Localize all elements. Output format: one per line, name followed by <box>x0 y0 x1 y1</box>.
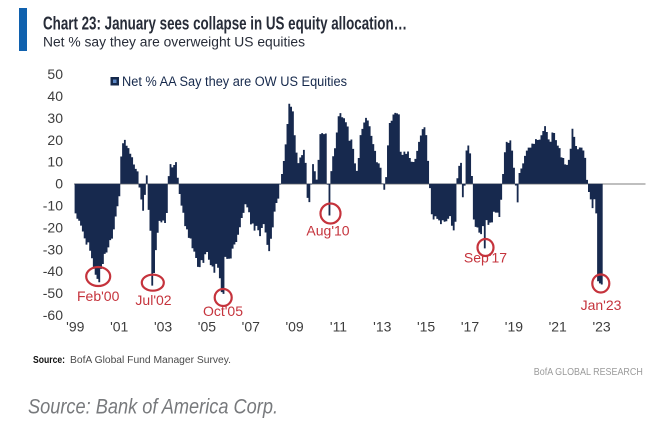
svg-text:BofA GLOBAL RESEARCH: BofA GLOBAL RESEARCH <box>534 366 643 378</box>
svg-text:'01: '01 <box>110 319 128 335</box>
svg-text:Jul'02: Jul'02 <box>135 292 171 308</box>
svg-text:Oct'05: Oct'05 <box>203 303 243 319</box>
svg-text:0: 0 <box>55 176 63 192</box>
svg-text:-10: -10 <box>43 198 63 214</box>
svg-text:'17: '17 <box>461 319 479 335</box>
svg-text:'15: '15 <box>417 319 435 335</box>
svg-text:-20: -20 <box>43 219 63 235</box>
svg-text:'23: '23 <box>592 319 610 335</box>
svg-text:Chart 23: January sees collaps: Chart 23: January sees collapse in US eq… <box>43 13 407 34</box>
svg-text:20: 20 <box>47 132 63 148</box>
svg-text:'19: '19 <box>505 319 523 335</box>
svg-text:30: 30 <box>47 110 63 126</box>
svg-text:'07: '07 <box>242 319 260 335</box>
svg-text:'05: '05 <box>198 319 216 335</box>
svg-text:Jan'23: Jan'23 <box>581 297 622 313</box>
svg-text:'11: '11 <box>330 319 347 335</box>
svg-text:'21: '21 <box>549 319 567 335</box>
svg-text:Net % AA Say they are OW US Eq: Net % AA Say they are OW US Equities <box>122 74 347 89</box>
svg-text:-40: -40 <box>43 263 63 279</box>
svg-text:'13: '13 <box>373 319 391 335</box>
svg-text:Source:: Source: <box>33 355 65 366</box>
svg-text:-50: -50 <box>43 285 63 301</box>
svg-text:Feb'00: Feb'00 <box>77 288 120 304</box>
svg-text:'99: '99 <box>66 319 84 335</box>
svg-text:Net % say they are overweight: Net % say they are overweight US equitie… <box>43 35 305 50</box>
svg-text:50: 50 <box>47 66 63 82</box>
svg-text:Sep'17: Sep'17 <box>464 250 507 266</box>
svg-text:'03: '03 <box>154 319 172 335</box>
svg-text:'09: '09 <box>285 319 303 335</box>
svg-text:-60: -60 <box>43 307 63 323</box>
svg-text:BofA Global Fund Manager Surve: BofA Global Fund Manager Survey. <box>70 355 231 366</box>
svg-text:Source: Bank of America Corp.: Source: Bank of America Corp. <box>28 395 278 419</box>
svg-text:10: 10 <box>47 154 63 170</box>
svg-text:Aug'10: Aug'10 <box>306 223 349 239</box>
svg-text:40: 40 <box>47 88 63 104</box>
svg-text:-30: -30 <box>43 241 63 257</box>
